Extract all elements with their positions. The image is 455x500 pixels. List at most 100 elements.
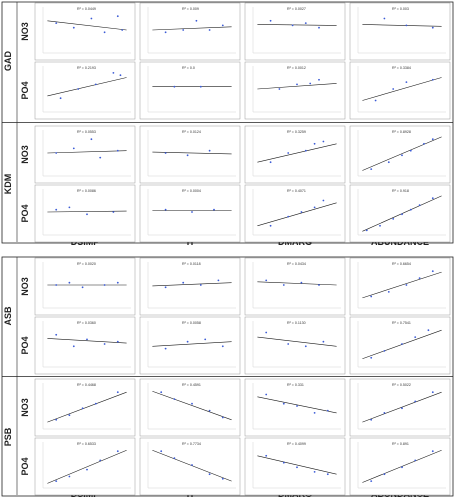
data-point: [431, 391, 434, 394]
data-point: [318, 78, 320, 81]
data-point: [409, 149, 412, 152]
trend-line: [152, 282, 232, 287]
data-point: [304, 22, 307, 24]
data-point: [401, 154, 403, 157]
data-point: [191, 464, 193, 466]
r-squared-label: R² = 0.0027: [287, 7, 306, 11]
data-point: [77, 88, 80, 90]
data-point: [326, 473, 329, 476]
variable-label-no3: NO3: [20, 145, 30, 164]
data-point: [55, 22, 58, 24]
data-point: [431, 450, 434, 453]
data-point: [387, 161, 390, 164]
scatter-panel: R² = 0.0058: [139, 316, 241, 375]
trend-line: [152, 390, 232, 421]
scatter-panel: R² = 0.0004: [139, 184, 241, 243]
data-point: [300, 211, 303, 213]
scatter-panel: R² = 0.7541: [349, 316, 451, 375]
r-squared-label: R² = 0.009: [182, 7, 199, 11]
panel-frame: [244, 61, 346, 120]
data-point: [55, 418, 58, 421]
data-point: [405, 24, 408, 27]
data-point: [431, 270, 434, 273]
r-squared-label: R² = 0.0118: [182, 262, 201, 266]
r-squared-label: R² = 0.1130: [287, 321, 306, 325]
data-point: [55, 152, 58, 154]
data-point: [68, 414, 71, 417]
panel-frame: [139, 2, 241, 61]
scatter-panel: R² = 0.0020: [34, 257, 136, 316]
data-point: [221, 24, 224, 27]
data-point: [379, 224, 381, 227]
data-point: [414, 459, 417, 462]
data-point: [59, 97, 62, 100]
scatter-panel: R² = 0.0434: [244, 257, 346, 316]
data-point: [173, 398, 176, 400]
scatter-panel: R² = 0.1130: [244, 316, 346, 375]
scatter-panel: R² = 0.6654: [349, 257, 451, 316]
panel-frame: [349, 2, 451, 61]
panel-frame: [139, 184, 241, 243]
trend-line: [257, 281, 337, 286]
trend-line: [257, 202, 337, 227]
data-point: [401, 407, 403, 410]
data-point: [208, 473, 211, 476]
data-point: [204, 338, 207, 341]
panel-frame: [139, 437, 241, 496]
data-point: [72, 147, 75, 150]
data-point: [55, 333, 58, 336]
data-point: [370, 295, 373, 298]
panel-frame: [34, 2, 136, 61]
panel-frame: [349, 257, 451, 316]
data-point: [173, 85, 176, 88]
r-squared-label: R² = 0.6533: [77, 442, 96, 446]
trend-line: [257, 83, 337, 90]
variable-label-po4: PO4: [20, 204, 30, 222]
data-point: [431, 197, 434, 200]
data-point: [304, 149, 307, 152]
data-point: [55, 480, 58, 482]
scatter-panel: R² = 0.0124: [139, 125, 241, 184]
data-point: [282, 461, 285, 464]
data-point: [300, 281, 303, 284]
scatter-panel: R² = 0.0012: [244, 61, 346, 120]
data-point: [173, 457, 176, 459]
data-point: [296, 83, 298, 86]
data-point: [164, 208, 167, 211]
data-point: [195, 19, 198, 22]
panel-frame: [244, 184, 346, 243]
data-point: [103, 31, 106, 34]
group-label-psb: PSB: [3, 427, 13, 446]
data-point: [291, 24, 294, 27]
data-point: [199, 85, 202, 88]
data-point: [304, 345, 307, 348]
data-point: [405, 81, 408, 83]
data-point: [199, 284, 202, 286]
data-point: [405, 284, 408, 286]
panel-frame: [349, 378, 451, 437]
data-point: [72, 345, 75, 348]
scatter-panel: R² = 0.0360: [34, 316, 136, 375]
scatter-panel: R² = 0.2193: [34, 61, 136, 120]
data-point: [99, 156, 102, 159]
r-squared-label: R² = 0.7541: [392, 321, 411, 325]
scatter-panel: R² = 0.331: [244, 378, 346, 437]
data-point: [160, 391, 163, 394]
trend-line: [257, 24, 337, 26]
r-squared-label: R² = 0.7734: [182, 442, 201, 446]
trend-line: [362, 450, 442, 483]
data-point: [112, 211, 115, 213]
trend-line: [47, 77, 127, 97]
data-point: [409, 208, 412, 211]
scatter-panel: R² = 0.8928: [349, 125, 451, 184]
scatter-panel: R² = 0.918: [349, 184, 451, 243]
data-point: [287, 152, 290, 154]
scatter-panel: R² = 0.009: [139, 2, 241, 61]
data-point: [414, 336, 417, 338]
data-point: [90, 138, 93, 141]
data-point: [213, 208, 215, 211]
scatter-panel: R² = 0.3259: [244, 125, 346, 184]
r-squared-label: R² = 0.5022: [392, 383, 411, 387]
data-point: [208, 149, 211, 152]
